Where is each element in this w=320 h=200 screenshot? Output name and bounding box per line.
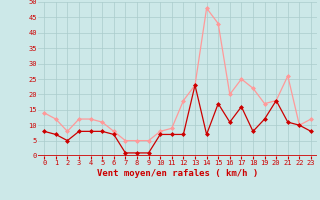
X-axis label: Vent moyen/en rafales ( km/h ): Vent moyen/en rafales ( km/h ) bbox=[97, 169, 258, 178]
